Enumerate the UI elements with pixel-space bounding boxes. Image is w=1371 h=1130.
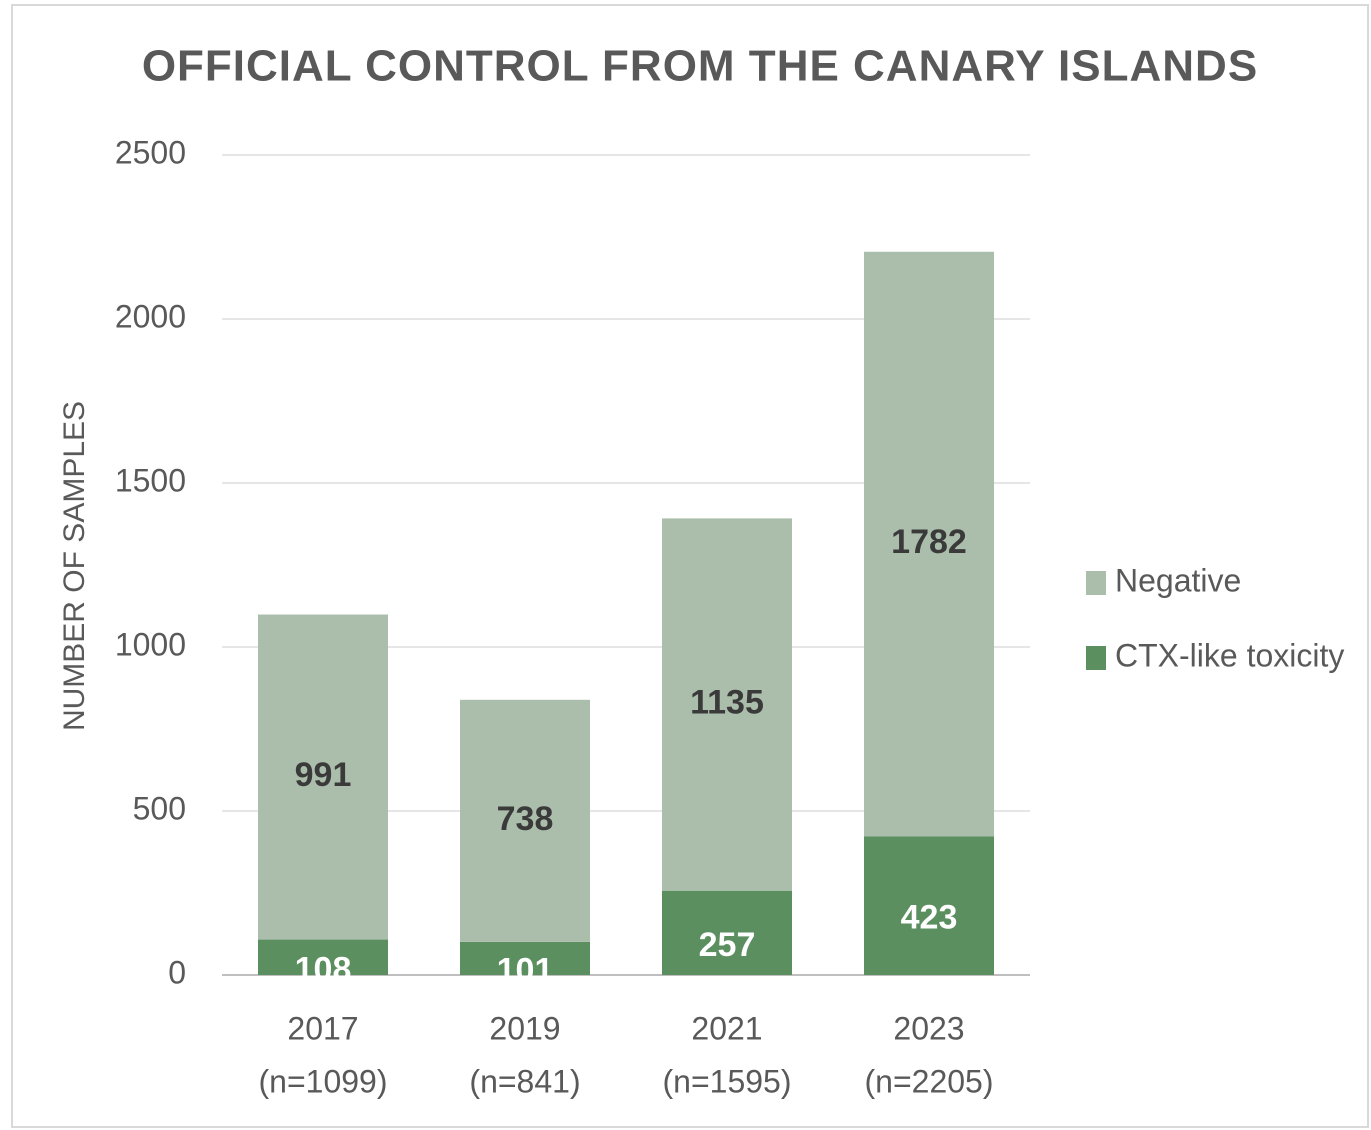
legend-label: CTX-like toxicity — [1115, 637, 1344, 673]
data-label: 1135 — [690, 684, 764, 722]
legend-swatch — [1086, 571, 1106, 595]
bar-segment — [864, 836, 994, 975]
x-tick-label: (n=1099) — [259, 1063, 388, 1099]
legend-label: Negative — [1115, 562, 1241, 598]
data-label: 108 — [295, 950, 352, 988]
x-tick-label: (n=841) — [469, 1063, 580, 1099]
y-tick-label: 2500 — [115, 134, 186, 170]
y-tick-label: 0 — [168, 954, 186, 990]
x-tick-label: (n=1595) — [663, 1063, 792, 1099]
bar-segment — [460, 699, 590, 942]
y-tick-label: 1500 — [115, 462, 186, 498]
y-tick-label: 500 — [133, 790, 186, 826]
x-tick-label: 2019 — [489, 1010, 560, 1046]
data-label: 738 — [497, 800, 554, 838]
bar-segment — [662, 890, 792, 975]
data-label: 1782 — [891, 523, 967, 561]
x-tick-label: 2023 — [893, 1010, 964, 1046]
data-label: 101 — [497, 951, 554, 989]
bar-segment — [258, 614, 388, 940]
y-axis-label: NUMBER OF SAMPLES — [58, 401, 91, 731]
x-tick-label: 2017 — [287, 1010, 358, 1046]
x-tick-label: (n=2205) — [865, 1063, 994, 1099]
bar-segment — [864, 251, 994, 837]
bar-segment — [460, 941, 590, 975]
bar-segment — [258, 939, 388, 975]
data-label: 257 — [699, 926, 756, 964]
x-tick-label: 2021 — [691, 1010, 762, 1046]
data-label: 423 — [901, 899, 958, 937]
legend-swatch — [1086, 646, 1106, 670]
chart-title: OFFICIAL CONTROL FROM THE CANARY ISLANDS — [142, 42, 1258, 91]
data-label: 991 — [295, 756, 352, 794]
bar-segment — [662, 518, 792, 891]
y-tick-label: 1000 — [115, 626, 186, 662]
y-tick-label: 2000 — [115, 298, 186, 334]
